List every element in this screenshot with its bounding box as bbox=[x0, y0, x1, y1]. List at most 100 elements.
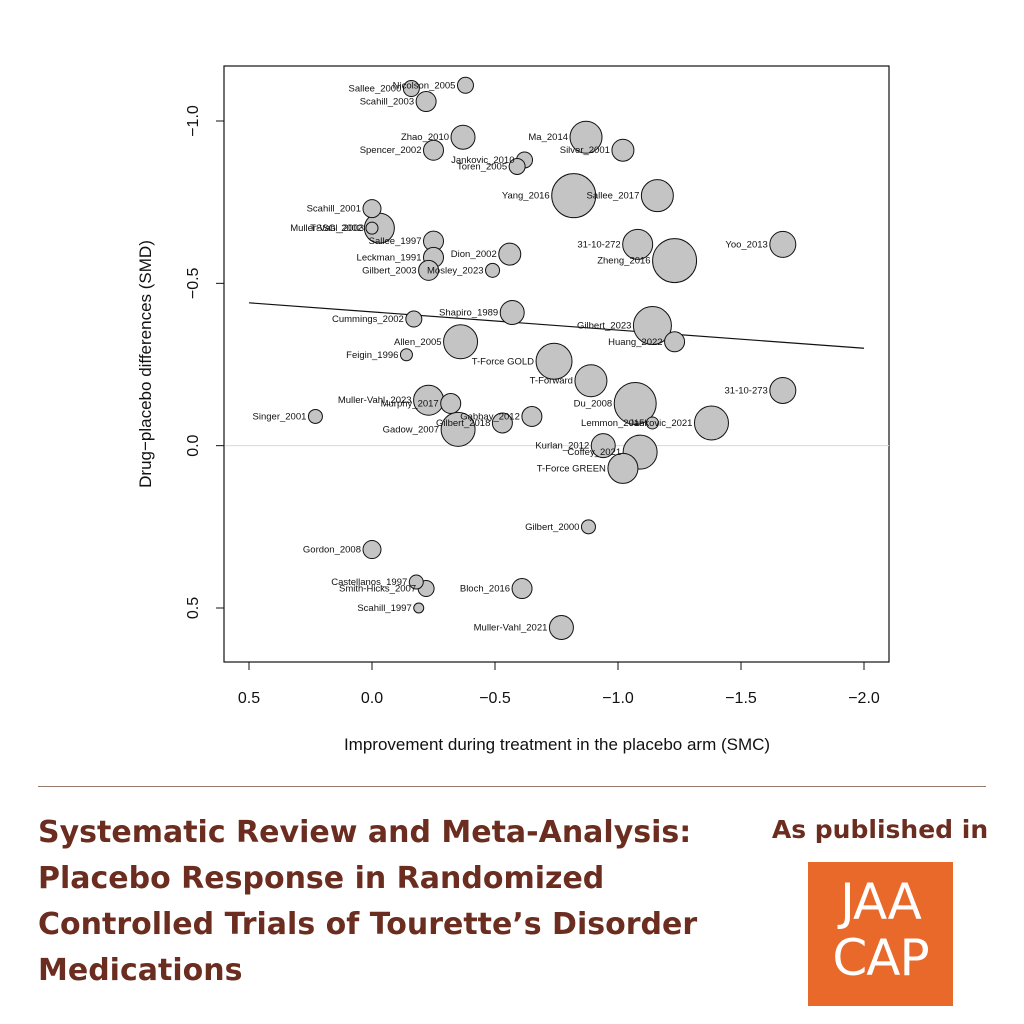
point-label: Sallee_2000 bbox=[349, 84, 402, 95]
data-point bbox=[511, 578, 533, 600]
data-point bbox=[611, 138, 635, 162]
x-tick-label: −1.5 bbox=[725, 690, 757, 707]
point-label: Scahill_2003 bbox=[360, 97, 414, 108]
point-label: Huang_2022 bbox=[608, 337, 662, 348]
data-point bbox=[399, 348, 413, 362]
data-point bbox=[640, 179, 674, 213]
logo-line-1: JAA bbox=[840, 873, 922, 931]
point-label: Gilbert_2003 bbox=[362, 265, 416, 276]
point-label: Gilbert_2018 bbox=[436, 418, 490, 429]
point-label: Gilbert_2000 bbox=[525, 522, 579, 533]
point-label: Jankovic_2021 bbox=[629, 418, 692, 429]
data-point bbox=[652, 238, 698, 284]
point-label: Bloch_2016 bbox=[460, 584, 510, 595]
y-tick-label: 0.5 bbox=[185, 597, 202, 619]
scatter-chart: 0.5 0.0 −0.5 −1.0 −1.5 −2.0 −1.0 −0.5 0.0 0.5 Sa… bbox=[136, 65, 890, 754]
point-label: Muller-Vahl_2003 bbox=[290, 223, 364, 234]
point-label: Yang_2016 bbox=[502, 191, 550, 202]
data-point bbox=[402, 80, 420, 98]
point-label: Scahill_2001 bbox=[307, 204, 361, 215]
data-point bbox=[307, 408, 323, 424]
data-point bbox=[499, 300, 525, 326]
regression-line bbox=[248, 302, 865, 349]
data-point bbox=[485, 262, 501, 278]
point-label: Mosley_2023 bbox=[427, 265, 484, 276]
point-label: Gordon_2008 bbox=[303, 545, 361, 556]
footer-divider bbox=[38, 786, 986, 787]
point-label: Silver_2001 bbox=[560, 145, 610, 156]
data-point bbox=[440, 392, 462, 414]
point-label: Coffey_2021 bbox=[567, 447, 621, 458]
data-point bbox=[362, 199, 382, 219]
point-label: T-Force GREEN bbox=[537, 463, 606, 474]
data-point bbox=[415, 91, 437, 113]
point-label: Ma_2014 bbox=[528, 132, 568, 143]
point-label: Feigin_1996 bbox=[346, 350, 398, 361]
point-label: Scahill_1997 bbox=[357, 603, 411, 614]
point-label: Spencer_2002 bbox=[360, 145, 422, 156]
point-label: T-Force GOLD bbox=[472, 356, 534, 367]
point-label: Du_2008 bbox=[574, 398, 613, 409]
point-label: 31-10-273 bbox=[725, 385, 768, 396]
data-point bbox=[521, 405, 543, 427]
y-tick-label: −1.0 bbox=[185, 105, 202, 137]
point-label: Gabbay_2012 bbox=[460, 411, 520, 422]
y-axis: −1.0 −0.5 0.0 0.5 bbox=[185, 105, 225, 619]
point-label: Allen_2005 bbox=[394, 337, 442, 348]
data-point bbox=[590, 433, 616, 459]
data-point bbox=[569, 120, 603, 154]
y-tick-label: 0.0 bbox=[185, 434, 202, 456]
data-point bbox=[613, 381, 657, 425]
data-point bbox=[413, 602, 425, 614]
x-axis: 0.5 0.0 −0.5 −1.0 −1.5 −2.0 bbox=[238, 661, 880, 707]
data-point bbox=[362, 540, 382, 560]
data-point bbox=[548, 614, 574, 640]
point-label: Zheng_2016 bbox=[597, 256, 650, 267]
data-point bbox=[418, 259, 440, 281]
data-point bbox=[622, 228, 654, 260]
x-tick-label: −2.0 bbox=[848, 690, 880, 707]
point-label: Yoo_2013 bbox=[725, 239, 767, 250]
point-label: T-Forward bbox=[530, 376, 573, 387]
point-label: Gadow_2007 bbox=[383, 424, 440, 435]
x-tick-label: 0.0 bbox=[361, 690, 383, 707]
x-tick-label: −0.5 bbox=[479, 690, 511, 707]
point-label: 31-10-272 bbox=[577, 239, 620, 250]
data-point bbox=[450, 124, 476, 150]
y-tick-label: −0.5 bbox=[185, 267, 202, 299]
point-label: Leckman_1991 bbox=[357, 252, 422, 263]
point-label: Sallee_2017 bbox=[587, 191, 640, 202]
article-title: Systematic Review and Meta-Analysis: Pla… bbox=[38, 815, 698, 988]
point-label: Toren_2005 bbox=[457, 161, 507, 172]
data-point bbox=[574, 364, 608, 398]
point-label: Castellanos_1997 bbox=[331, 577, 407, 588]
point-label: Smith-Hicks_2007 bbox=[339, 584, 416, 595]
data-point bbox=[632, 306, 672, 346]
point-label: Shapiro_1989 bbox=[439, 308, 498, 319]
data-point bbox=[769, 230, 797, 258]
point-label: Muller-Vahl_2021 bbox=[474, 622, 548, 633]
data-point bbox=[365, 221, 379, 235]
published-in-label: As published in bbox=[771, 815, 989, 844]
point-label: Nicolson_2005 bbox=[393, 80, 456, 91]
data-point bbox=[405, 310, 423, 328]
point-label: Dion_2002 bbox=[451, 249, 497, 260]
data-point bbox=[551, 173, 597, 219]
data-point bbox=[535, 342, 573, 380]
point-label: Sallee_1997 bbox=[369, 236, 422, 247]
data-point bbox=[580, 519, 596, 535]
data-point bbox=[508, 157, 526, 175]
y-axis-title: Drug−placebo differences (SMD) bbox=[136, 240, 155, 488]
data-point bbox=[440, 411, 476, 447]
point-label: Zhao_2010 bbox=[401, 132, 449, 143]
point-label: Jankovic_2010 bbox=[451, 155, 514, 166]
point-label: Cummings_2002 bbox=[332, 314, 404, 325]
jaacap-logo: JAA CAP bbox=[808, 862, 953, 1006]
data-point bbox=[607, 452, 639, 484]
point-label: Murphy_2017 bbox=[381, 398, 439, 409]
data-point bbox=[693, 405, 729, 441]
data-point bbox=[456, 76, 474, 94]
x-tick-label: −1.0 bbox=[602, 690, 634, 707]
point-label: Kurlan_2012 bbox=[535, 441, 589, 452]
